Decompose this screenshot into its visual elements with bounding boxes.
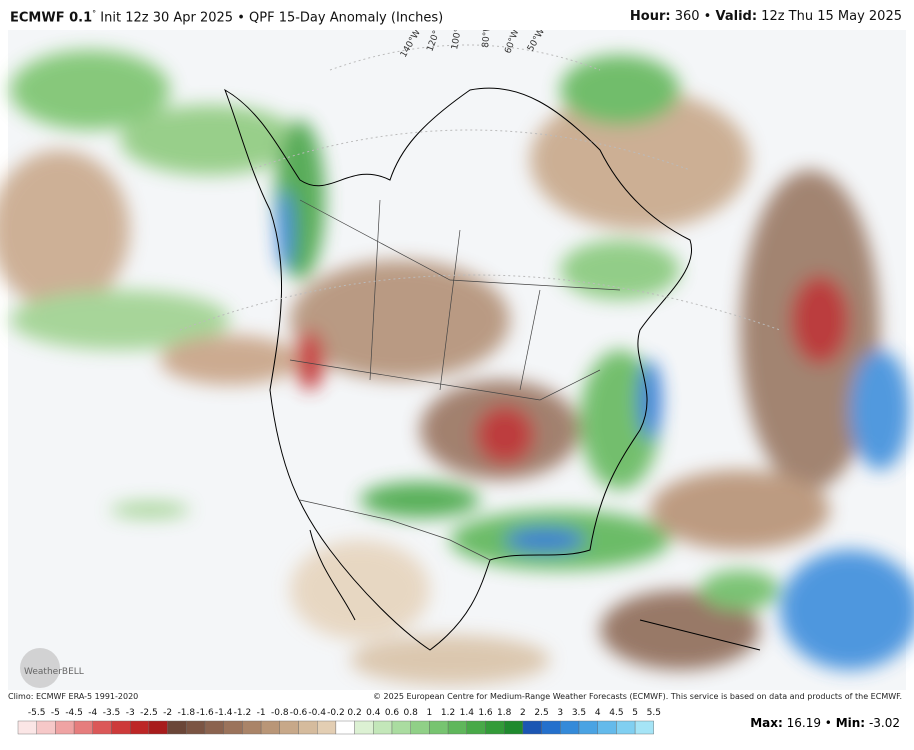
colorbar-swatch <box>298 720 318 735</box>
hour-label: Hour: <box>629 9 671 24</box>
colorbar-label: 1.4 <box>460 708 475 718</box>
colorbar-swatch <box>354 720 374 735</box>
watermark-text: WeatherBELL <box>24 667 84 677</box>
colorbar-label: -0.8 <box>271 708 289 718</box>
copyright: © 2025 European Centre for Medium-Range … <box>373 692 902 701</box>
colorbar-swatch <box>167 720 187 735</box>
colorbar-label: 0.6 <box>385 708 400 718</box>
colorbar-swatch <box>410 720 430 735</box>
colorbar-swatch <box>242 720 262 735</box>
colorbar-label: -3 <box>126 708 135 718</box>
graticule <box>179 44 781 331</box>
map: 140°W 120°W 100°W 80°W 60°W 50°W WeatherBELL <box>0 30 914 690</box>
colorbar-swatch <box>111 720 131 735</box>
max-label: Max: <box>750 716 783 730</box>
borders <box>289 199 621 561</box>
colorbar-swatch <box>429 720 449 735</box>
colorbar-swatch <box>541 720 561 735</box>
colorbar-swatch <box>148 720 168 735</box>
colorbar-label: -3.5 <box>103 708 121 718</box>
colorbar-label: -0.6 <box>290 708 308 718</box>
colorbar-label: 3 <box>557 708 563 718</box>
anomaly-field <box>0 50 914 685</box>
valid-label: Valid: <box>715 9 758 24</box>
max-value: 16.19 <box>786 716 821 730</box>
colorbar-swatch <box>317 720 337 735</box>
colorbar-swatch <box>447 720 468 735</box>
colorbar-label: 4.5 <box>609 708 623 718</box>
colorbar-label: -0.2 <box>327 708 345 718</box>
colorbar-swatch <box>597 720 617 735</box>
colorbar-label: -2 <box>163 708 172 718</box>
colorbar-label: 5.5 <box>647 708 661 718</box>
valid: 12z Thu 15 May 2025 <box>761 9 902 24</box>
colorbar-swatch <box>522 720 542 735</box>
colorbar-label: 1.2 <box>441 708 455 718</box>
watermark: WeatherBELL <box>20 648 84 688</box>
colorbar-swatch <box>260 720 281 735</box>
colorbar-label: 0.2 <box>347 708 361 718</box>
colorbar-swatch <box>186 720 206 735</box>
colorbar-label: -2.5 <box>140 708 158 718</box>
colorbar-swatch <box>129 720 150 735</box>
separator: • <box>820 716 836 730</box>
colorbar-swatch <box>634 720 654 735</box>
colorbar-swatch <box>92 720 112 735</box>
colorbar-label: 2.5 <box>534 708 548 718</box>
header-right: Hour: 360 • Valid: 12z Thu 15 May 2025 <box>630 9 902 24</box>
colorbar-label: -1.6 <box>196 708 214 718</box>
colorbar-swatch <box>504 720 524 735</box>
coastlines <box>224 87 761 651</box>
hour: 360 • <box>674 9 712 24</box>
colorbar-label: -5 <box>51 708 60 718</box>
colorbar-label: -5.5 <box>28 708 46 718</box>
model: ECMWF 0.1 <box>10 10 93 26</box>
colorbar-swatch <box>73 720 93 735</box>
colorbar-swatch <box>485 720 505 735</box>
longitude-label: 80°W <box>481 30 493 48</box>
colorbar-label: 1.8 <box>497 708 512 718</box>
colorbar-swatch <box>279 720 299 735</box>
colorbar-swatch <box>17 720 37 735</box>
colorbar-label: 1.6 <box>478 708 493 718</box>
colorbar-label: 1 <box>427 708 433 718</box>
colorbar-swatch <box>204 720 224 735</box>
colorbar-label: -1.8 <box>178 708 196 718</box>
colorbar-label: -4.5 <box>65 708 83 718</box>
colorbar-swatch <box>391 720 411 735</box>
colorbar-swatch <box>560 720 580 735</box>
colorbar-label: 2 <box>520 708 526 718</box>
colorbar-label: 5 <box>632 708 638 718</box>
colorbar-swatch <box>223 720 243 735</box>
run-title: Init 12z 30 Apr 2025 • QPF 15-Day Anomal… <box>100 10 444 26</box>
stats: Max: 16.19 • Min: -3.02 <box>750 716 900 730</box>
colorbar-label: 4 <box>595 708 601 718</box>
colorbar-label: 3.5 <box>572 708 586 718</box>
colorbar-label: 0.4 <box>366 708 381 718</box>
degree: ° <box>92 9 97 18</box>
colorbar-swatch <box>466 720 486 735</box>
colorbar-swatch <box>616 720 636 735</box>
colorbar-swatch <box>55 720 75 735</box>
colorbar-swatch <box>578 720 598 735</box>
colorbar-swatch <box>373 720 393 735</box>
colorbar-label: -4 <box>88 708 97 718</box>
colorbar-label: -0.4 <box>308 708 326 718</box>
colorbar: -5.5 -5 -4.5 -4 -3.5 -3 -2.5 -2 -1.8 -1.6 -1.4 -1.2… <box>17 708 661 735</box>
min-value: -3.02 <box>868 716 900 730</box>
colorbar-swatch <box>335 720 355 735</box>
colorbar-label: -1.4 <box>215 708 233 718</box>
header-left: ECMWF 0.1° Init 12z 30 Apr 2025 • QPF 15… <box>10 9 443 25</box>
climo: Climo: ECMWF ERA-5 1991-2020 <box>8 692 139 701</box>
colorbar-label: -1 <box>257 708 266 718</box>
colorbar-label: 0.8 <box>404 708 419 718</box>
min-label: Min: <box>835 716 866 730</box>
colorbar-swatch <box>36 720 56 735</box>
colorbar-label: -1.2 <box>234 708 252 718</box>
